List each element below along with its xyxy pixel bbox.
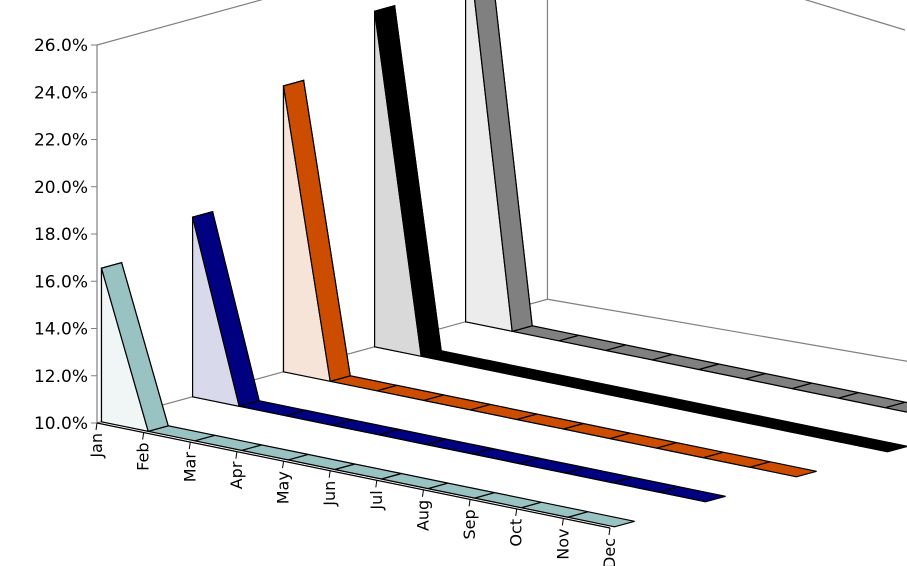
x-tick-mark <box>375 480 378 488</box>
y-tick-label: 26.0% <box>34 36 88 56</box>
x-tick-mark <box>142 432 145 440</box>
x-tick-mark <box>235 451 238 459</box>
y-tick-label: 24.0% <box>34 83 88 103</box>
area-peak-top <box>191 210 260 408</box>
series-ribbon <box>100 261 635 528</box>
series-ribbon <box>191 210 726 503</box>
y-tick-label: 20.0% <box>34 178 88 198</box>
x-tick-label: Jul <box>367 490 386 510</box>
x-tick-mark <box>561 518 564 526</box>
y-tick-label: 12.0% <box>34 367 88 387</box>
y-tick-label: 16.0% <box>34 272 88 292</box>
x-tick-mark <box>95 422 98 431</box>
x-tick-label: Apr <box>227 461 246 489</box>
back-wall-top <box>804 0 906 31</box>
x-tick-mark <box>608 527 611 536</box>
series-ribbon <box>465 0 907 413</box>
y-tick-label: 10.0% <box>34 414 88 434</box>
x-tick-label: Jan <box>87 433 106 459</box>
area-peak-top <box>100 261 169 433</box>
x-tick-label: Oct <box>507 519 526 547</box>
y-tick-label: 14.0% <box>34 320 88 340</box>
x-tick-mark <box>328 470 331 478</box>
x-tick-label: Feb <box>134 443 153 471</box>
y-axis: 10.0% 12.0% 14.0% 16.0% 18.0% 20.0% 22.0% 24.0%… <box>34 36 97 434</box>
x-tick-mark <box>421 489 424 497</box>
x-tick-mark <box>282 461 285 469</box>
area-peak-top <box>282 79 351 383</box>
series-ribbon <box>282 79 817 478</box>
x-tick-label: Nov <box>553 529 572 560</box>
x-tick-mark <box>468 499 471 507</box>
x-tick-label: May <box>274 471 293 504</box>
x-tick-label: Sep <box>460 509 479 539</box>
x-tick-label: Jun <box>320 481 339 507</box>
back-wall-bottom <box>547 298 907 362</box>
x-tick-label: Mar <box>180 452 199 483</box>
x-tick-mark <box>515 508 518 516</box>
x-axis: Jan Feb Mar Apr May Jun Jul Aug Sep Oct Nov Dec <box>87 422 619 566</box>
x-tick-mark <box>188 442 191 450</box>
x-tick-label: Dec <box>600 538 619 566</box>
x-axis-line <box>96 422 611 529</box>
y-tick-label: 18.0% <box>34 225 88 245</box>
series-ribbon <box>373 5 907 453</box>
y-tick-label: 22.0% <box>34 131 88 151</box>
area-peak-top <box>373 5 442 358</box>
plot-area <box>100 0 907 528</box>
x-tick-label: Aug <box>414 500 433 531</box>
area-peak-top <box>474 0 533 333</box>
